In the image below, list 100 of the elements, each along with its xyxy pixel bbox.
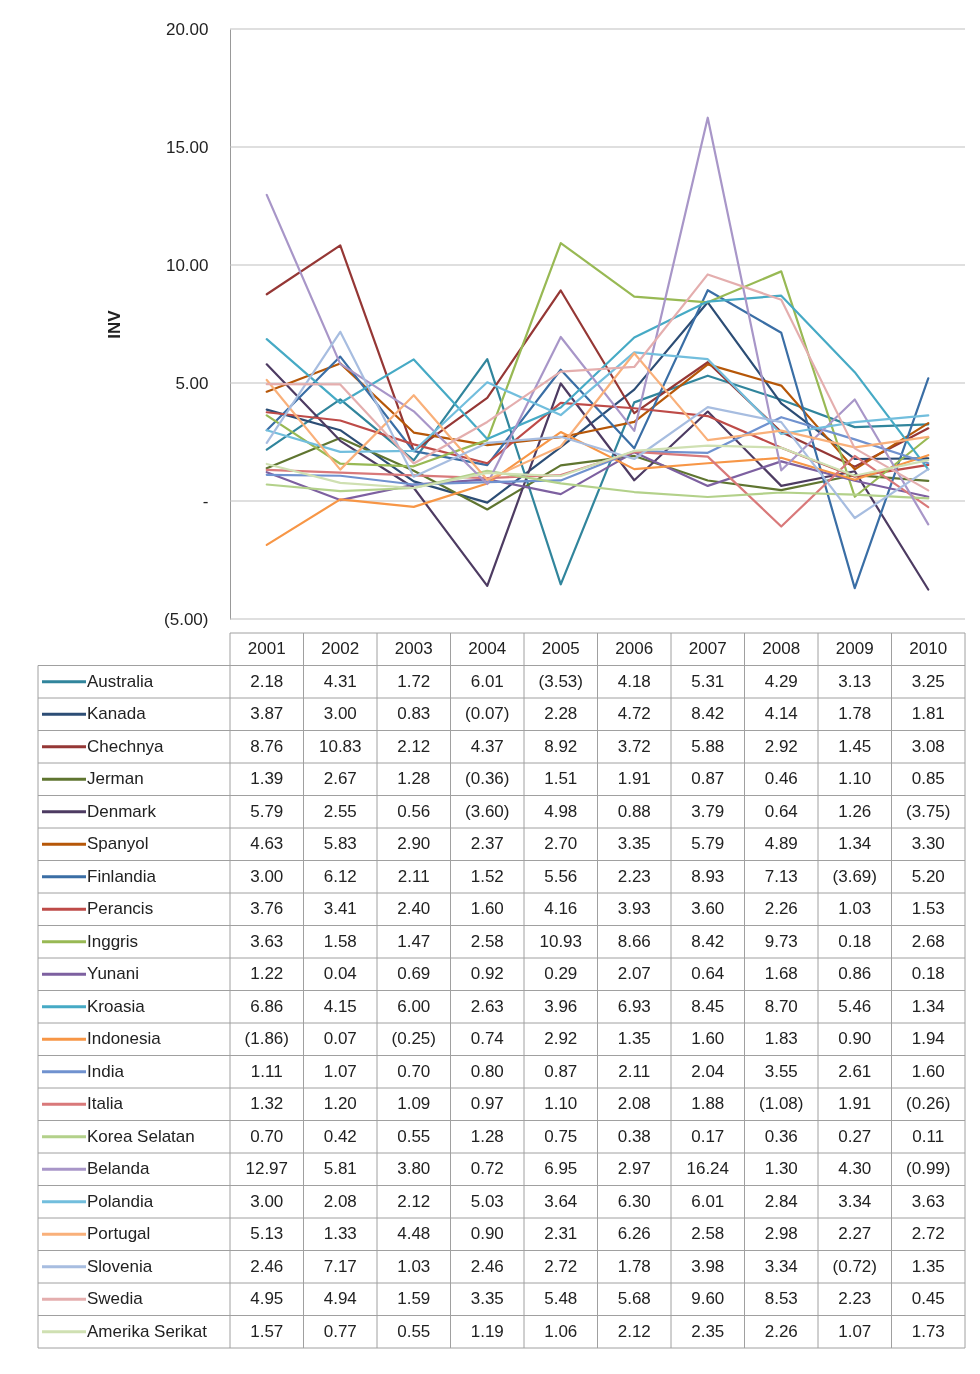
data-label: 4.16 <box>544 899 578 919</box>
data-label: 10.93 <box>539 931 583 951</box>
data-label: 1.58 <box>323 931 357 951</box>
legend-label: Kanada <box>87 704 147 724</box>
data-label: 3.55 <box>764 1061 798 1081</box>
data-label: 1.60 <box>911 1061 945 1081</box>
data-label: 3.00 <box>250 1191 284 1211</box>
data-label: 5.88 <box>691 736 725 756</box>
data-label: 1.52 <box>470 866 504 886</box>
data-label: 8.92 <box>544 736 578 756</box>
data-label: (3.69) <box>832 866 877 886</box>
data-label: 6.26 <box>617 1224 651 1244</box>
data-label: 2.63 <box>470 996 504 1016</box>
data-label: 1.34 <box>838 834 872 854</box>
line-series <box>265 401 930 478</box>
data-label: 0.55 <box>397 1321 431 1341</box>
data-label: 2.31 <box>544 1224 578 1244</box>
data-label: 3.72 <box>617 736 651 756</box>
data-label: 2.07 <box>617 964 651 984</box>
data-label: 1.35 <box>617 1029 651 1049</box>
data-label: 3.93 <box>617 899 651 919</box>
data-label: (0.25) <box>391 1029 436 1049</box>
data-label: 0.69 <box>397 964 431 984</box>
data-label: 0.46 <box>764 769 798 789</box>
legend-label: Chechnya <box>87 736 165 756</box>
data-label: 2.92 <box>764 736 798 756</box>
line-series <box>265 450 930 528</box>
data-label: 10.83 <box>318 736 362 756</box>
data-label: 3.00 <box>250 866 284 886</box>
data-label: 2.12 <box>617 1321 651 1341</box>
data-label: 1.22 <box>250 964 284 984</box>
data-label: 2.70 <box>544 834 578 854</box>
data-label: 0.18 <box>838 931 872 951</box>
data-label: 0.74 <box>470 1029 504 1049</box>
data-label: 0.97 <box>470 1094 504 1114</box>
data-label: 1.03 <box>397 1256 431 1276</box>
legend-label: Jerman <box>87 769 144 789</box>
line-series <box>265 116 930 526</box>
data-label: 9.73 <box>764 931 798 951</box>
data-label: 4.37 <box>470 736 504 756</box>
data-label: 2.58 <box>691 1224 725 1244</box>
data-label: 8.76 <box>250 736 284 756</box>
data-label: 4.18 <box>617 671 651 691</box>
data-label: 7.17 <box>323 1256 357 1276</box>
x-tick-label: 2003 <box>394 639 433 659</box>
data-label: 2.08 <box>617 1094 651 1114</box>
x-tick-label: 2006 <box>615 639 654 659</box>
data-label: 1.33 <box>323 1224 357 1244</box>
data-label: 5.48 <box>544 1289 578 1309</box>
data-label: 1.45 <box>838 736 872 756</box>
line-series <box>265 469 930 500</box>
data-label: 2.84 <box>764 1191 798 1211</box>
data-label: 0.85 <box>911 769 945 789</box>
data-label: 2.08 <box>323 1191 357 1211</box>
data-label: 3.35 <box>470 1289 504 1309</box>
data-label: 1.73 <box>911 1321 945 1341</box>
data-label: (3.53) <box>538 671 583 691</box>
data-label: 5.03 <box>470 1191 504 1211</box>
data-label: 1.09 <box>397 1094 431 1114</box>
data-label: 3.13 <box>838 671 872 691</box>
data-label: 3.41 <box>323 899 357 919</box>
data-label: 5.68 <box>617 1289 651 1309</box>
data-label: 0.83 <box>397 704 431 724</box>
line-series <box>265 430 930 546</box>
data-label: 0.90 <box>470 1224 504 1244</box>
data-label: 0.90 <box>838 1029 872 1049</box>
x-tick-label: 2007 <box>688 639 727 659</box>
line-series <box>265 351 930 454</box>
legend-label: Indonesia <box>87 1029 162 1049</box>
data-label: 1.07 <box>838 1321 872 1341</box>
data-label: 1.83 <box>764 1029 798 1049</box>
data-label: (3.75) <box>906 801 951 821</box>
data-label: 1.94 <box>911 1029 945 1049</box>
data-label: 3.00 <box>323 704 357 724</box>
data-label: 3.80 <box>397 1159 431 1179</box>
data-label: 8.42 <box>691 704 725 724</box>
data-label: 3.64 <box>544 1191 578 1211</box>
data-label: 2.67 <box>323 769 357 789</box>
data-label: 1.28 <box>397 769 431 789</box>
data-label: 4.94 <box>323 1289 357 1309</box>
y-axis-title: INV <box>105 309 125 339</box>
data-label: 1.10 <box>544 1094 578 1114</box>
line-series <box>265 416 930 486</box>
data-label: 1.53 <box>911 899 945 919</box>
data-label: 3.34 <box>838 1191 872 1211</box>
data-label: 1.57 <box>250 1321 284 1341</box>
data-label: 4.15 <box>323 996 357 1016</box>
data-label: (0.72) <box>832 1256 877 1276</box>
data-label: 6.95 <box>544 1159 578 1179</box>
data-label: 1.26 <box>838 801 872 821</box>
data-label: 0.64 <box>764 801 798 821</box>
data-label: 4.14 <box>764 704 798 724</box>
legend-label: Kroasia <box>87 996 146 1016</box>
data-label: 8.70 <box>764 996 798 1016</box>
line-series <box>265 294 930 471</box>
legend-label: Yunani <box>87 964 139 984</box>
data-label: 1.91 <box>838 1094 872 1114</box>
data-label: 3.30 <box>911 834 945 854</box>
data-label: 2.40 <box>397 899 431 919</box>
data-label: 1.32 <box>250 1094 284 1114</box>
